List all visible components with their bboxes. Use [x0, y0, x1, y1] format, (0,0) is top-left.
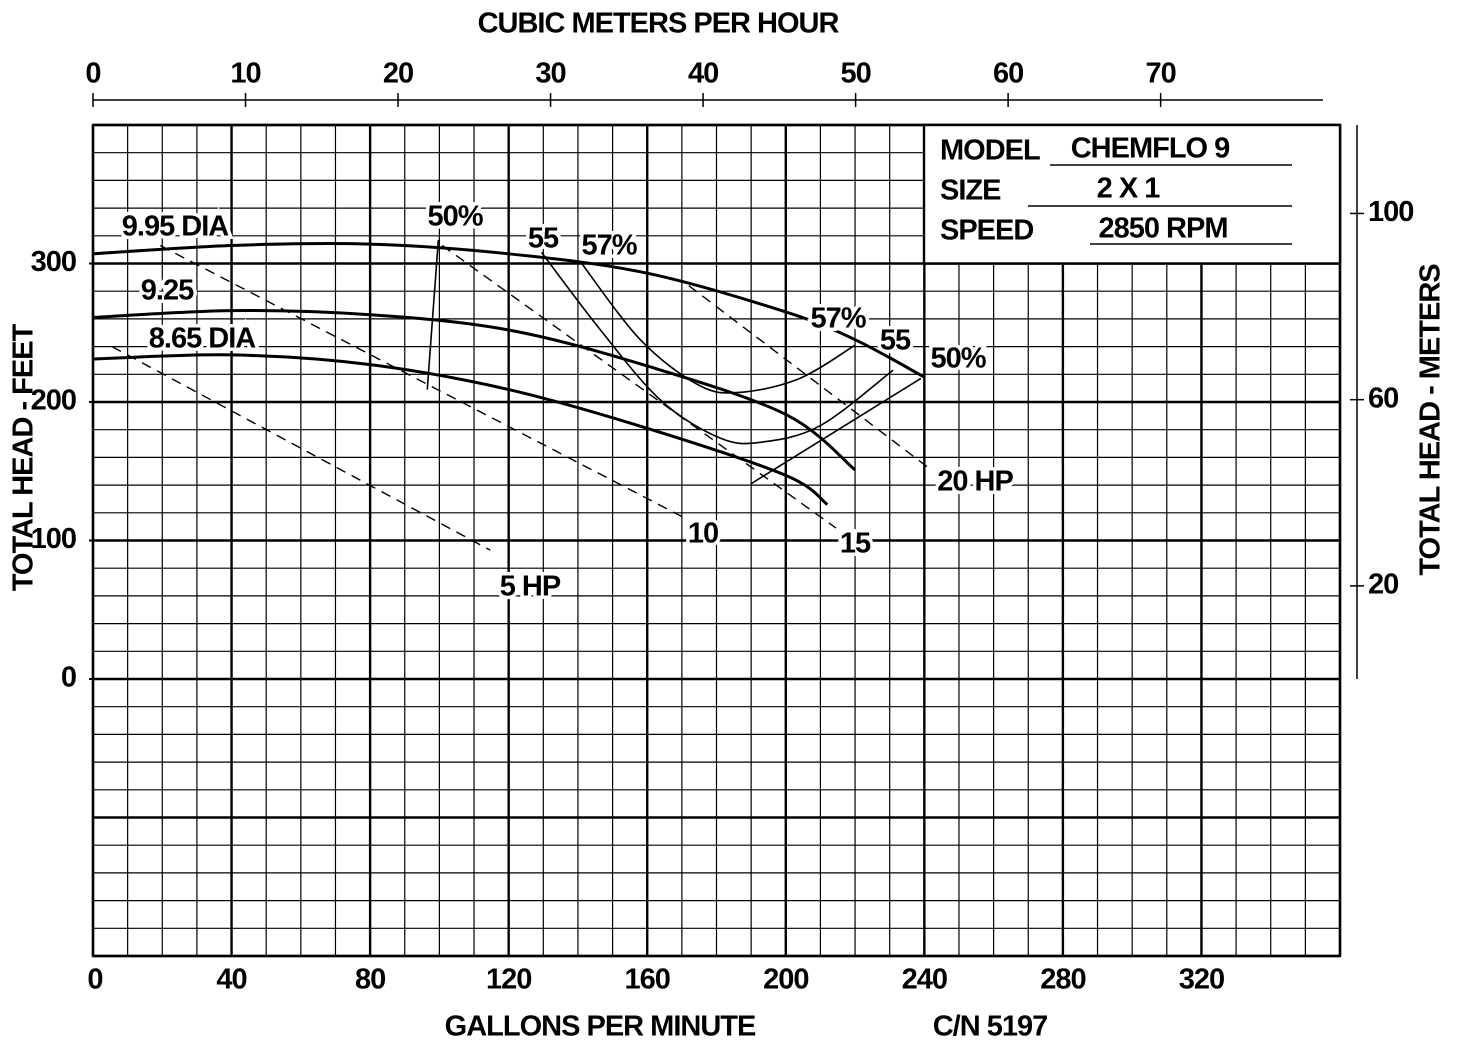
- curve-thin: [540, 251, 894, 445]
- curve-label: 20 HP: [937, 466, 1013, 498]
- x-tick-label: 200: [763, 964, 808, 996]
- curve-label: 10: [688, 518, 718, 550]
- y-tick-label: 100: [31, 523, 76, 555]
- curve-solid: [92, 353, 829, 506]
- y2-axis-title: TOTAL HEAD - METERS: [1415, 264, 1447, 576]
- info-label: MODEL: [940, 135, 1040, 167]
- curve-solid: [92, 309, 857, 472]
- curve-label: 55: [528, 223, 559, 255]
- x2-tick-label: 30: [535, 58, 565, 90]
- x2-tick-label: 0: [85, 58, 100, 90]
- curve-label: 57%: [581, 230, 637, 262]
- curve-label: 57%: [810, 303, 866, 335]
- y-axis-title: TOTAL HEAD - FEET: [8, 323, 40, 591]
- info-box: [922, 123, 1342, 265]
- info-label: SIZE: [940, 175, 1001, 207]
- x2-tick-label: 50: [840, 58, 870, 90]
- curve-label: 55: [880, 325, 911, 357]
- curve-label: 9.25: [141, 275, 194, 307]
- curve-thin: [750, 377, 922, 485]
- x-tick-label: 320: [1179, 964, 1224, 996]
- y-tick-label: 200: [31, 385, 76, 417]
- x-tick-label: 120: [486, 964, 531, 996]
- info-value: 2 X 1: [1097, 173, 1161, 205]
- y-tick-label: 0: [61, 662, 76, 694]
- info-value: CHEMFLO 9: [1071, 133, 1230, 165]
- curve-thin: [580, 261, 856, 394]
- x-axis-title: GALLONS PER MINUTE: [445, 1011, 756, 1043]
- x2-tick-label: 10: [230, 58, 260, 90]
- y2-tick-label: 20: [1368, 569, 1398, 601]
- y2-tick-label: 100: [1368, 196, 1413, 228]
- x-tick-label: 80: [355, 964, 385, 996]
- curve-solid: [92, 241, 926, 379]
- curve-dashed: [111, 345, 491, 551]
- note: C/N 5197: [933, 1011, 1048, 1043]
- curve-label: 15: [840, 528, 871, 560]
- curve-label: 8.65 DIA: [149, 323, 256, 355]
- curve-label: 50%: [427, 201, 483, 233]
- x2-tick-label: 70: [1146, 58, 1176, 90]
- curve-dashed: [441, 244, 837, 529]
- x2-tick-label: 60: [993, 58, 1023, 90]
- y-tick-label: 300: [31, 246, 76, 278]
- x2-tick-label: 20: [383, 58, 413, 90]
- x-tick-label: 240: [902, 964, 947, 996]
- info-value: 2850 RPM: [1098, 213, 1227, 245]
- curve-thin: [426, 239, 440, 390]
- x2-tick-label: 40: [688, 58, 718, 90]
- y2-tick-label: 60: [1368, 382, 1398, 414]
- x-tick-label: 0: [87, 964, 102, 996]
- curve-label: 50%: [930, 343, 986, 375]
- curve-label: 9.95 DIA: [122, 211, 229, 243]
- x2-axis-title: CUBIC METERS PER HOUR: [478, 8, 840, 40]
- curve-dashed: [159, 244, 686, 519]
- info-label: SPEED: [940, 215, 1033, 247]
- x-tick-label: 280: [1040, 964, 1085, 996]
- curve-label: 5 HP: [500, 571, 561, 603]
- x-tick-label: 40: [216, 964, 246, 996]
- x-tick-label: 160: [625, 964, 670, 996]
